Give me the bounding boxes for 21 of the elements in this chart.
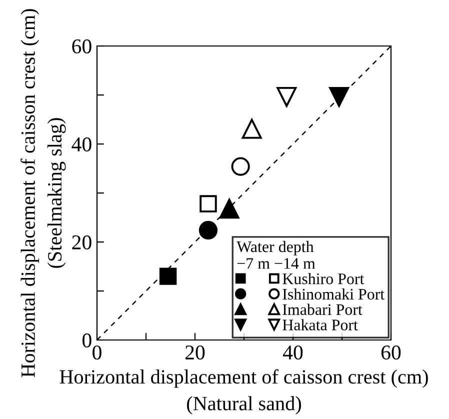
- point: [231, 157, 250, 176]
- legend-label: Imabari Port: [282, 304, 362, 315]
- point: [276, 86, 297, 107]
- legend-title: Water depth −7 m −14 m: [236, 240, 316, 269]
- y-tick-label: 60: [72, 39, 92, 54]
- y-tick-label: 20: [72, 235, 92, 250]
- point: [329, 86, 350, 107]
- point: [219, 198, 240, 219]
- point: [200, 195, 217, 212]
- x-tick-label: 20: [186, 345, 205, 360]
- x-tick-label: 60: [381, 345, 401, 360]
- point: [242, 118, 262, 139]
- x-tick-label: 0: [92, 345, 102, 360]
- y-tick-label: 40: [72, 137, 92, 152]
- legend-label: Kushiro Port: [282, 272, 364, 284]
- x-tick-label: 40: [282, 345, 303, 360]
- y-tick-label: 0: [82, 333, 92, 348]
- legend-label: Ishinomaki Port: [282, 288, 385, 300]
- point: [159, 268, 177, 285]
- point: [198, 220, 218, 240]
- legend-label: Hakata Port: [282, 319, 358, 330]
